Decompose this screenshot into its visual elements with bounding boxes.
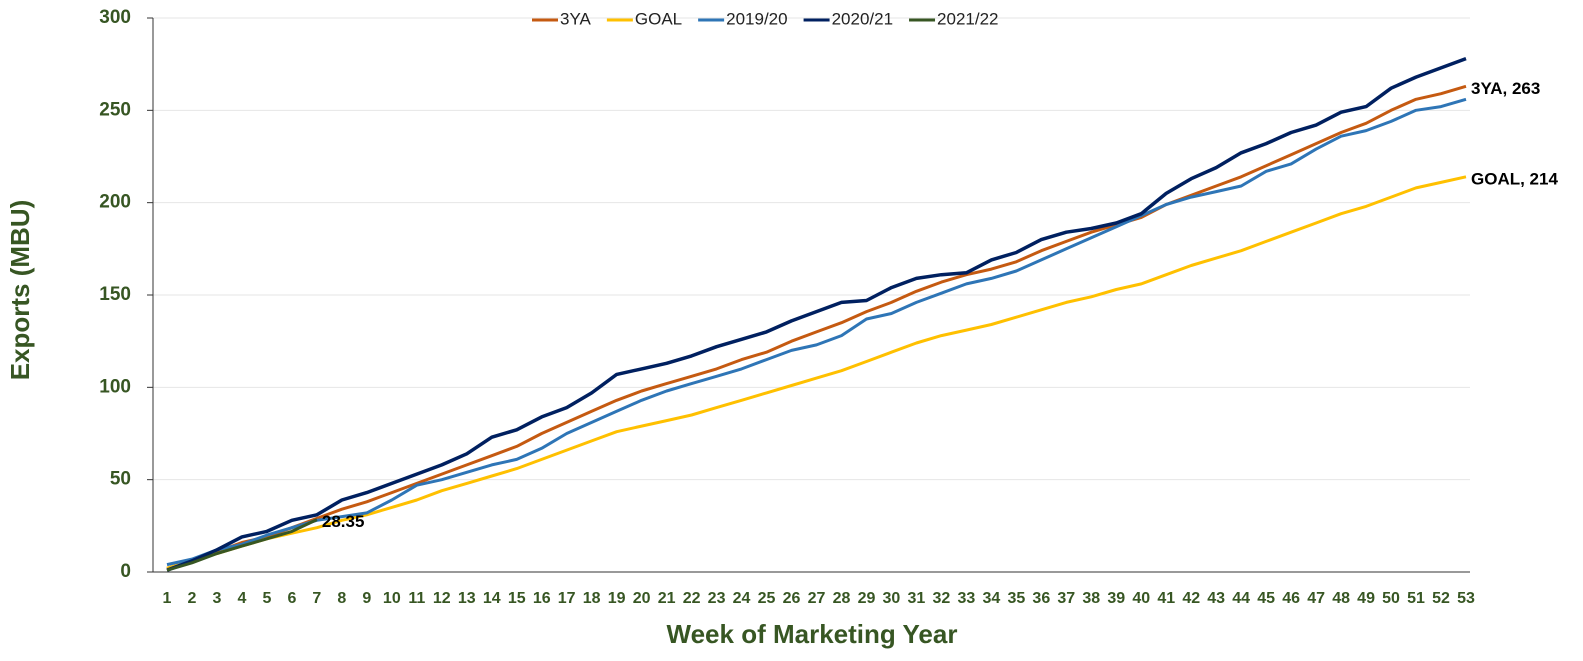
x-tick-label: 11 [408,590,425,607]
x-tick-label: 25 [758,590,776,607]
x-tick-label: 45 [1257,590,1275,607]
y-tick-label: 200 [99,192,131,213]
x-axis-title: Week of Marketing Year [667,619,958,649]
x-tick-label: 46 [1282,590,1300,607]
x-tick-label: 20 [633,590,651,607]
x-tick-label: 49 [1357,590,1375,607]
legend-label: 3YA [560,9,592,28]
x-tick-label: 37 [1057,590,1075,607]
x-tick-label: 39 [1107,590,1125,607]
x-tick-label: 31 [908,590,926,607]
x-tick-label: 22 [683,590,701,607]
series-line [166,518,318,572]
x-tick-label: 51 [1407,590,1425,607]
legend-label: 2021/22 [937,9,998,28]
x-tick-label: 29 [858,590,876,607]
x-tick-label: 21 [658,590,676,607]
x-tick-label: 32 [933,590,951,607]
x-tick-label: 23 [708,590,726,607]
x-tick-label: 40 [1132,590,1150,607]
x-tick-label: 41 [1157,590,1175,607]
x-tick-label: 47 [1307,590,1325,607]
x-tick-label: 27 [808,590,826,607]
x-tick-label: 19 [608,590,626,607]
x-tick-label: 34 [982,590,1000,607]
x-tick-label: 33 [957,590,975,607]
y-tick-label: 50 [110,469,131,490]
x-tick-label: 48 [1332,590,1350,607]
x-tick-label: 10 [383,590,401,607]
y-tick-label: 0 [120,561,131,582]
x-tick-label: 1 [163,590,172,607]
legend-label: 2019/20 [726,9,787,28]
x-tick-label: 13 [458,590,476,607]
x-tick-label: 9 [362,590,371,607]
y-tick-label: 100 [99,376,131,397]
x-tick-label: 8 [337,590,346,607]
x-tick-label: 30 [883,590,901,607]
y-tick-label: 150 [99,284,131,305]
x-tick-label: 15 [508,590,526,607]
x-tick-label: 42 [1182,590,1200,607]
series-line [166,56,1467,572]
x-tick-label: 28 [833,590,851,607]
data-label: 3YA, 263 [1471,79,1540,98]
series-line [166,97,1467,567]
x-tick-label: 38 [1082,590,1100,607]
x-tick-label: 2 [188,590,197,607]
series-line [166,84,1467,570]
x-tick-label: 7 [312,590,321,607]
x-tick-label: 52 [1432,590,1450,607]
x-tick-label: 6 [287,590,296,607]
legend-label: 2020/21 [832,9,893,28]
y-axis-title: Exports (MBU) [5,200,35,381]
legend-label: GOAL [635,9,682,28]
x-tick-label: 5 [262,590,271,607]
x-tick-label: 53 [1457,590,1475,607]
x-tick-label: 50 [1382,590,1400,607]
x-tick-label: 16 [533,590,551,607]
x-tick-label: 26 [783,590,801,607]
y-tick-label: 300 [99,7,131,28]
y-tick-label: 250 [99,99,131,120]
data-label: GOAL, 214 [1471,169,1558,188]
x-tick-label: 4 [237,590,246,607]
x-tick-label: 35 [1007,590,1025,607]
x-tick-label: 43 [1207,590,1225,607]
x-tick-label: 24 [733,590,751,607]
x-tick-label: 18 [583,590,601,607]
x-tick-label: 17 [558,590,576,607]
data-label: 28.35 [322,512,365,531]
x-tick-label: 36 [1032,590,1050,607]
x-tick-label: 12 [433,590,451,607]
x-tick-label: 3 [213,590,222,607]
series-line [166,175,1467,570]
x-tick-label: 44 [1232,590,1250,607]
x-tick-label: 14 [483,590,501,607]
